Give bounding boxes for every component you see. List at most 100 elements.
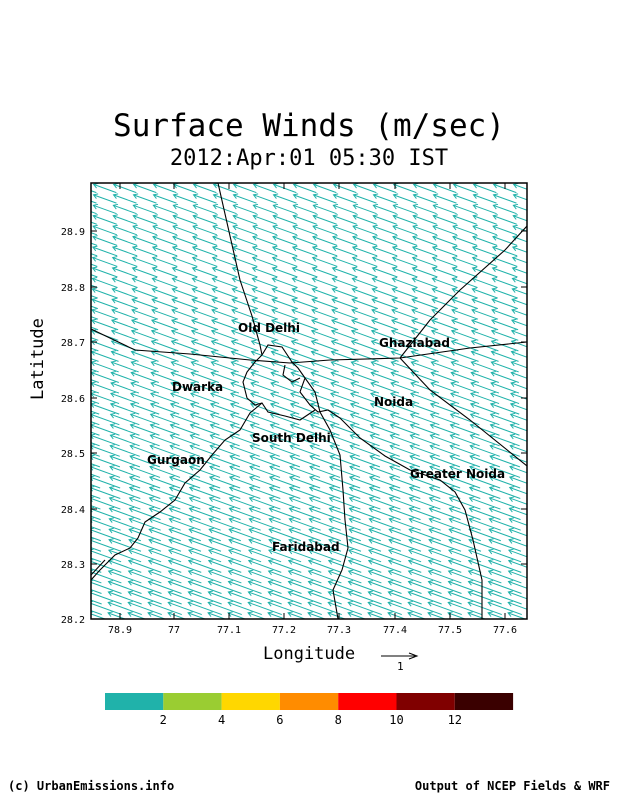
wind-arrow	[267, 569, 302, 584]
wind-arrow	[127, 559, 162, 573]
wind-arrow	[268, 548, 302, 563]
wind-arrow	[91, 190, 97, 194]
wind-arrow	[432, 183, 457, 194]
wind-arrow	[130, 339, 159, 352]
wind-arrow	[328, 548, 362, 563]
colorbar-swatch	[454, 693, 514, 710]
wind-arrow	[487, 611, 507, 619]
wind-arrow	[228, 506, 261, 521]
wind-arrow	[172, 224, 198, 236]
wind-arrow	[307, 600, 342, 616]
wind-arrow	[512, 203, 527, 211]
wind-arrow	[152, 183, 177, 194]
wind-arrow	[369, 423, 400, 436]
wind-arrow	[91, 454, 121, 468]
wind-arrow	[228, 527, 262, 542]
wind-arrow	[368, 475, 401, 489]
wind-arrow	[450, 350, 479, 362]
wind-arrow	[492, 203, 517, 215]
wind-arrow	[449, 454, 481, 468]
wind-arrow	[409, 433, 440, 447]
wind-arrow	[448, 527, 482, 542]
wind-arrow	[212, 214, 237, 225]
wind-arrow	[368, 538, 402, 552]
wind-arrow	[430, 371, 459, 383]
wind-arrow	[408, 496, 441, 510]
wind-arrow	[91, 559, 122, 573]
wind-arrow	[330, 329, 359, 341]
wind-arrow	[489, 454, 521, 468]
wind-arrow	[108, 527, 142, 542]
wind-arrow	[271, 276, 298, 289]
wind-arrow	[212, 224, 238, 236]
wind-arrow	[271, 297, 299, 310]
wind-arrow	[169, 433, 200, 447]
wind-arrow	[91, 232, 98, 236]
wind-arrow	[387, 611, 407, 619]
wind-arrow	[91, 337, 99, 341]
wind-arrow	[290, 339, 319, 352]
wind-arrow	[132, 224, 158, 236]
wind-arrow	[91, 536, 102, 542]
colorbar-swatch	[105, 693, 164, 710]
wind-arrow	[207, 580, 242, 594]
wind-arrow	[309, 423, 340, 436]
wind-arrow	[91, 274, 98, 278]
wind-arrow	[111, 308, 139, 320]
wind-arrow	[370, 318, 399, 331]
wind-arrow	[168, 548, 202, 563]
y-tick-label: 28.7	[61, 338, 85, 349]
wind-arrow	[412, 183, 437, 194]
wind-arrow	[290, 318, 319, 331]
wind-arrow	[188, 506, 221, 521]
wind-arrow	[332, 224, 358, 236]
wind-arrow	[288, 538, 322, 552]
wind-arrow	[151, 308, 179, 320]
wind-arrow	[407, 590, 442, 605]
wind-arrow	[429, 402, 460, 415]
wind-arrow	[91, 444, 120, 457]
wind-arrow	[451, 245, 478, 257]
wind-arrow	[367, 559, 402, 573]
wind-arrow	[169, 444, 200, 457]
wind-arrow	[408, 527, 442, 542]
wind-arrow	[351, 287, 378, 299]
wind-arrow	[452, 214, 477, 225]
wind-arrow	[148, 475, 181, 489]
wind-arrow	[247, 569, 282, 584]
wind-arrow	[211, 245, 238, 257]
wind-arrow	[368, 485, 401, 500]
y-tick-label: 28.6	[61, 394, 85, 405]
wind-arrow	[94, 173, 116, 182]
wind-arrow	[130, 391, 160, 405]
wind-arrow	[472, 183, 497, 194]
wind-arrow	[312, 235, 338, 246]
wind-arrow	[91, 494, 101, 500]
wind-arrow	[171, 287, 198, 299]
wind-arrow	[368, 506, 401, 521]
wind-arrow	[251, 256, 278, 267]
wind-arrow	[427, 559, 462, 573]
wind-arrow	[430, 360, 459, 373]
wind-arrow	[331, 266, 358, 278]
wind-arrow	[210, 391, 240, 405]
wind-arrow	[311, 287, 338, 299]
wind-arrow	[210, 339, 239, 352]
wind-arrow	[271, 256, 298, 267]
wind-arrow	[428, 527, 462, 542]
wind-arrow	[330, 381, 360, 394]
wind-arrow	[509, 402, 527, 411]
wind-arrow	[467, 600, 502, 616]
wind-arrow	[91, 465, 121, 478]
wind-arrow	[289, 433, 320, 447]
wind-arrow	[271, 308, 299, 320]
wind-arrow	[191, 256, 218, 267]
wind-arrow	[91, 297, 119, 310]
wind-arrow	[152, 214, 177, 225]
wind-arrow	[252, 235, 278, 246]
wind-arrow	[171, 245, 198, 257]
wind-arrow	[308, 548, 342, 563]
wind-arrow	[371, 297, 399, 310]
wind-arrow	[249, 423, 280, 436]
wind-arrow	[227, 600, 262, 616]
